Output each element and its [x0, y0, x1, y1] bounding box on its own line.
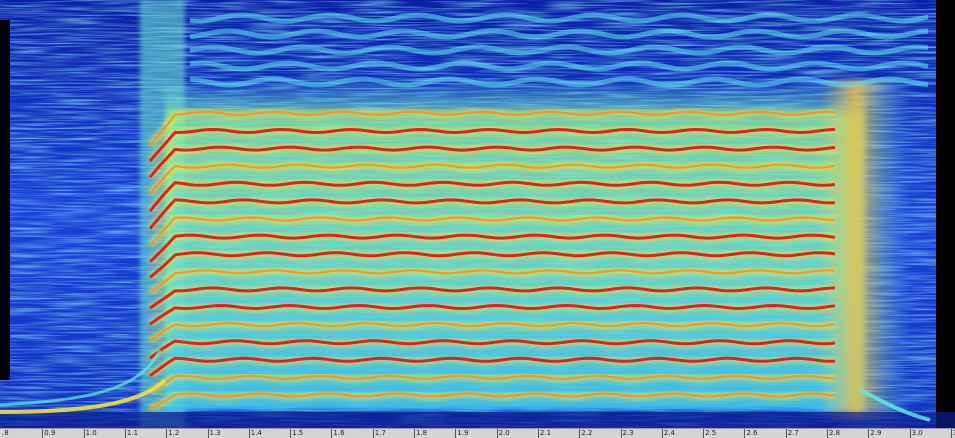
ruler-label: 1.4 [248, 429, 262, 438]
harmonic [149, 251, 836, 279]
harmonic [148, 145, 836, 179]
harmonic [149, 339, 836, 360]
harmonic [149, 303, 836, 326]
upper-band [189, 44, 929, 56]
harmonic [149, 269, 836, 294]
silence-left [0, 20, 10, 380]
harmonic [149, 356, 836, 377]
harmonics [0, 12, 931, 422]
ruler-label: 1.2 [166, 429, 180, 438]
upper-band [189, 28, 929, 40]
ruler-label: 1.7 [372, 429, 386, 438]
ruler-label: 2.1 [537, 429, 552, 438]
onset-sweep [0, 349, 162, 407]
harmonic [149, 163, 836, 195]
ruler-label: 1.8 [414, 429, 428, 438]
ruler-label: .8 [2, 429, 9, 437]
onset-sweep [0, 378, 167, 414]
harmonic [148, 233, 836, 263]
ruler-label: 1.3 [207, 429, 221, 438]
ruler-label: 1.1 [124, 429, 139, 438]
silence-right [936, 0, 955, 428]
release-sweep [859, 388, 931, 422]
harmonic [149, 216, 836, 247]
ruler-label: 0.9 [42, 429, 56, 438]
upper-band [189, 12, 929, 24]
ruler-label: 2.4 [661, 429, 675, 438]
harmonic [148, 180, 836, 213]
ruler-label: 2.7 [785, 429, 799, 438]
ruler-label: 3.0 [909, 429, 923, 438]
harmonic [148, 127, 836, 162]
ruler-label: 1.5 [290, 429, 304, 438]
ruler-label: 2.5 [703, 429, 717, 438]
harmonic [148, 198, 836, 230]
harmonic [149, 321, 836, 342]
ruler-label: 1.6 [331, 429, 345, 438]
ruler-label: 2.0 [496, 429, 510, 438]
ruler-label: 2.8 [827, 429, 841, 438]
upper-band [189, 60, 929, 72]
ruler-label: 3 [950, 429, 955, 438]
harmonic [149, 286, 836, 310]
ruler-label: 2.3 [620, 429, 634, 438]
harmonic [149, 110, 836, 147]
ruler-label: 2.9 [868, 429, 882, 438]
ruler-label: 2.6 [744, 429, 758, 438]
harmonic [149, 392, 836, 410]
ruler-label: 2.2 [579, 429, 593, 438]
spectrogram [0, 0, 955, 428]
harmonic [149, 374, 836, 394]
upper-band [189, 76, 929, 88]
time-ruler: .8 0.9 1.0 1.1 1.2 1.3 1.4 1.5 1.6 1.7 1.8 1.9 2.0 2.… [0, 428, 955, 438]
ruler-label: 1.9 [455, 429, 469, 438]
low-floor [0, 412, 955, 428]
ruler-label: 1.0 [83, 429, 97, 438]
